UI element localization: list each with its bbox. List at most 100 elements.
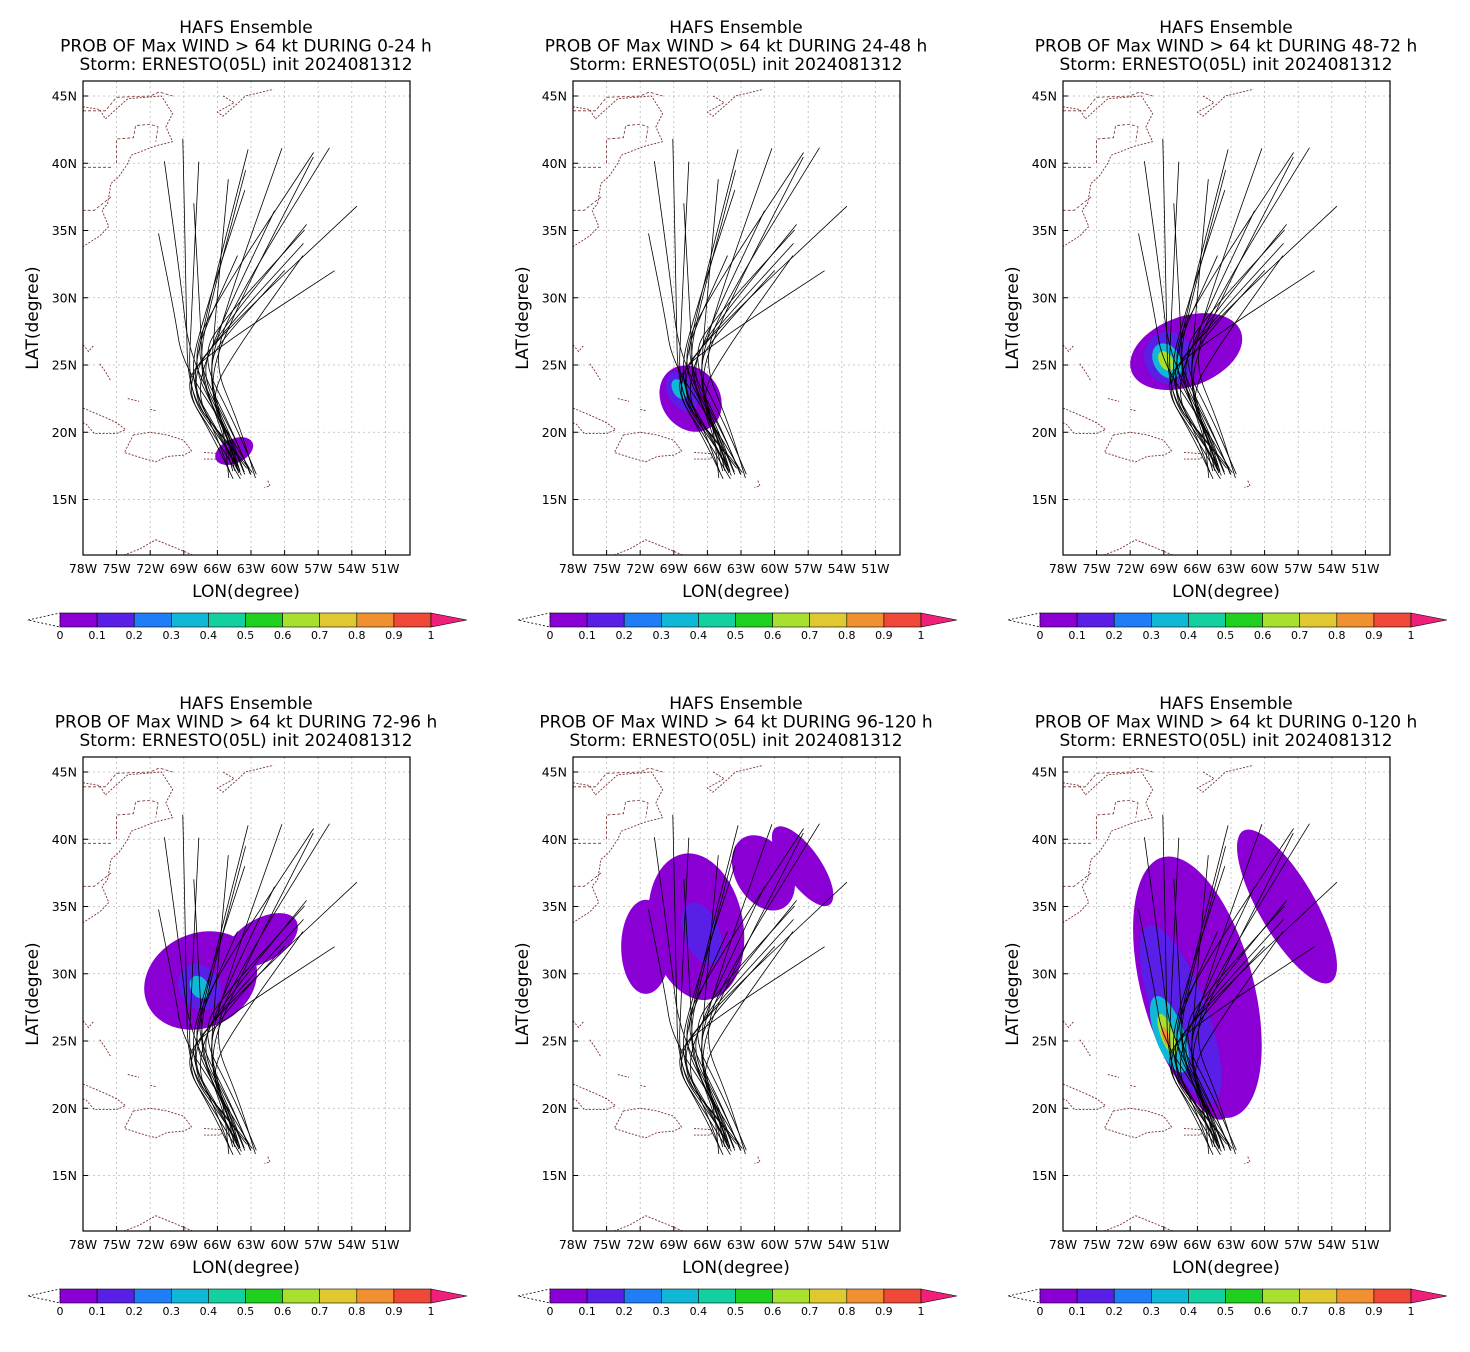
ensemble-track — [697, 905, 795, 1151]
map-panel-5: HAFS Ensemble PROB OF Max WIND > 64 kt DU… — [490, 676, 980, 1352]
lon-tick-label: 60W — [760, 1237, 788, 1252]
lat-tick-label: 25N — [542, 358, 567, 373]
colorbar-label: 0.7 — [801, 629, 819, 642]
colorbar-swatch — [883, 612, 922, 628]
lat-tick-label: 40N — [1032, 832, 1057, 847]
coastline — [1196, 88, 1254, 117]
coastline — [1063, 344, 1075, 353]
coastline — [83, 407, 127, 435]
colorbar-label: 0 — [1037, 629, 1044, 642]
panel-title-line-1: HAFS Ensemble — [1159, 18, 1292, 38]
panel-title-line-1: HAFS Ensemble — [1159, 694, 1292, 714]
ensemble-track — [1179, 931, 1231, 1151]
colorbar-label: 0.4 — [200, 629, 218, 642]
colorbar-swatch — [772, 612, 811, 628]
coastline — [1063, 95, 1154, 247]
ensemble-track — [1194, 931, 1284, 1146]
lon-tick-label: 69W — [1150, 561, 1178, 576]
lat-tick-label: 20N — [52, 425, 77, 440]
x-axis-label: LON(degree) — [682, 1258, 790, 1278]
colorbar-label: 0.7 — [311, 629, 329, 642]
lon-tick-label: 75W — [102, 561, 130, 576]
colorbar-swatch — [1299, 612, 1338, 628]
lon-tick-label: 60W — [270, 561, 298, 576]
border-line — [1063, 767, 1153, 788]
lon-tick-label: 72W — [626, 561, 654, 576]
colorbar-over-arrow — [430, 612, 468, 628]
coastline — [1063, 771, 1154, 923]
colorbar-label: 0.4 — [690, 1305, 708, 1318]
x-axis-label: LON(degree) — [192, 1258, 300, 1278]
lon-tick-label: 75W — [592, 561, 620, 576]
lat-tick-label: 30N — [1032, 966, 1057, 981]
colorbar-swatch — [1076, 612, 1115, 628]
colorbar-swatch — [1262, 612, 1301, 628]
lat-tick-label: 20N — [1032, 1101, 1057, 1116]
ensemble-track — [672, 814, 743, 1149]
ensemble-track — [681, 205, 848, 480]
lat-tick-label: 25N — [542, 1034, 567, 1049]
ensemble-track — [195, 919, 304, 1152]
ensemble-track — [1138, 233, 1230, 469]
plot-frame — [572, 80, 901, 556]
coastline — [1063, 1083, 1107, 1111]
coastline — [264, 1156, 271, 1164]
border-line — [573, 872, 602, 887]
lon-tick-label: 57W — [794, 1237, 822, 1252]
coastline — [1130, 1084, 1136, 1088]
colorbar: 0 0.1 0.2 0.3 0.4 0.5 0.6 0.7 0.8 0.9 1 — [517, 1288, 958, 1318]
coastline — [264, 480, 271, 488]
colorbar-label: 0.3 — [163, 1305, 181, 1318]
coastline — [754, 1156, 761, 1164]
colorbar-swatch — [1151, 612, 1189, 628]
ensemble-track — [207, 905, 305, 1151]
plot-frame — [82, 756, 411, 1232]
colorbar-label: 0.2 — [1105, 1305, 1123, 1318]
coastline — [99, 363, 112, 382]
coastline — [127, 1074, 140, 1078]
colorbar-label: 0.8 — [1328, 1305, 1346, 1318]
ensemble-track — [654, 161, 736, 475]
colorbar-label: 0.5 — [1217, 1305, 1235, 1318]
ensemble-track — [690, 210, 765, 471]
y-axis-label: LAT(degree) — [23, 266, 43, 369]
lat-tick-label: 15N — [542, 492, 567, 507]
lat-tick-label: 35N — [1032, 223, 1057, 238]
colorbar-label: 0.7 — [1291, 629, 1309, 642]
lon-tick-label: 63W — [727, 1237, 755, 1252]
colorbar-swatch — [1336, 612, 1375, 628]
panel-title-line-2: PROB OF Max WIND > 64 kt DURING 96-120 h — [539, 713, 932, 733]
coastline — [1079, 363, 1092, 382]
ensemble-track — [648, 233, 740, 469]
lat-tick-label: 45N — [542, 89, 567, 104]
ensemble-track — [704, 255, 794, 470]
border-line — [83, 91, 173, 112]
ensemble-track — [1176, 152, 1294, 471]
lat-tick-label: 30N — [542, 290, 567, 305]
colorbar-swatch — [1076, 1288, 1115, 1304]
colorbar-label: 0.6 — [764, 1305, 782, 1318]
colorbar-label: 0.5 — [727, 1305, 745, 1318]
colorbar-swatch — [1262, 1288, 1301, 1304]
colorbar-under-arrow — [27, 612, 61, 628]
lon-tick-label: 75W — [1082, 561, 1110, 576]
colorbar: 0 0.1 0.2 0.3 0.4 0.5 0.6 0.7 0.8 0.9 1 — [1007, 1288, 1448, 1318]
lat-tick-label: 30N — [52, 966, 77, 981]
colorbar-label: 1 — [1408, 629, 1415, 642]
lat-tick-label: 45N — [52, 89, 77, 104]
colorbar-swatch — [356, 1288, 395, 1304]
coastline — [150, 1084, 156, 1088]
colorbar-label: 0.3 — [653, 1305, 671, 1318]
ensemble-track — [158, 233, 250, 469]
lat-tick-label: 40N — [52, 832, 77, 847]
colorbar-swatch — [133, 1288, 172, 1304]
lon-tick-label: 63W — [237, 1237, 265, 1252]
ensemble-track — [697, 229, 795, 475]
lat-tick-label: 35N — [1032, 899, 1057, 914]
plot-frame — [572, 756, 901, 1232]
ensemble-track — [1180, 886, 1255, 1147]
ensemble-track — [701, 270, 775, 479]
border-line — [573, 767, 663, 788]
coastline — [706, 88, 764, 117]
colorbar-under-arrow — [27, 1288, 61, 1304]
